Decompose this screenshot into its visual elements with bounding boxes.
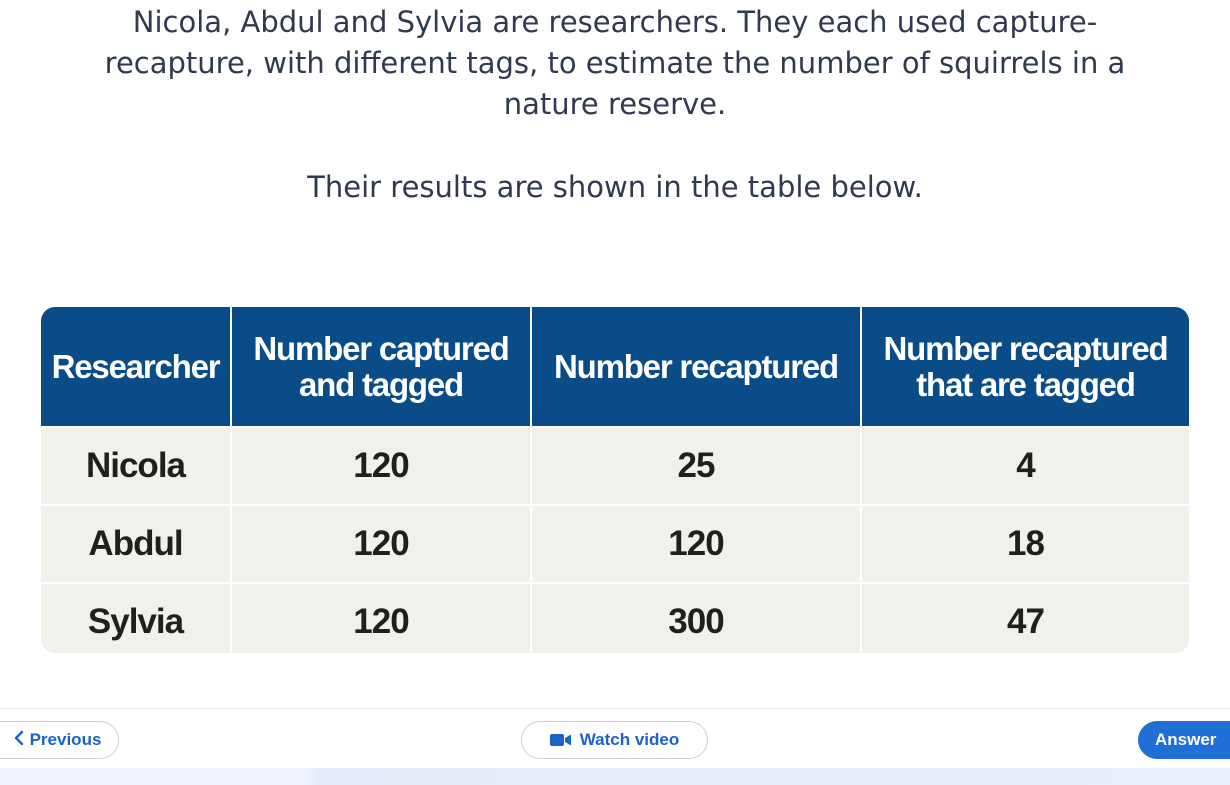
table-row: Sylvia 120 300 47 (41, 582, 1189, 653)
cell-researcher: Abdul (41, 504, 232, 583)
header-researcher: Researcher (41, 307, 232, 427)
header-number-recaptured-tagged: Number recaptured that are tagged (861, 307, 1189, 427)
cell-recaptured-tagged: 47 (861, 582, 1189, 653)
cell-captured-tagged: 120 (231, 582, 532, 653)
cell-captured-tagged: 120 (231, 426, 532, 505)
chevron-left-icon (14, 730, 24, 750)
table-intro-text: Their results are shown in the table bel… (307, 170, 923, 204)
answer-label: Answer (1155, 730, 1217, 749)
previous-button[interactable]: Previous (0, 721, 119, 759)
cell-recaptured: 120 (531, 504, 862, 583)
header-number-recaptured: Number recaptured (531, 307, 862, 427)
cell-recaptured-tagged: 4 (861, 426, 1189, 505)
cell-recaptured: 300 (531, 582, 862, 653)
table-header-row: Researcher Number captured and tagged Nu… (41, 307, 1189, 427)
footer-divider (0, 708, 1230, 709)
footer-shadow (0, 768, 1230, 785)
question-line-3: nature reserve. (503, 87, 727, 121)
results-table-container: Researcher Number captured and tagged Nu… (41, 307, 1189, 653)
table-row: Abdul 120 120 18 (41, 504, 1189, 583)
cell-recaptured: 25 (531, 426, 862, 505)
cell-captured-tagged: 120 (231, 504, 532, 583)
question-line-1: Nicola, Abdul and Sylvia are researchers… (132, 5, 1098, 39)
watch-video-button[interactable]: Watch video (521, 721, 708, 759)
header-number-captured-and-tagged: Number captured and tagged (231, 307, 532, 427)
video-camera-icon (549, 733, 572, 747)
results-table: Researcher Number captured and tagged Nu… (41, 307, 1189, 653)
table-row: Nicola 120 25 4 (41, 426, 1189, 505)
cell-recaptured-tagged: 18 (861, 504, 1189, 583)
question-text: Nicola, Abdul and Sylvia are researchers… (20, 2, 1210, 125)
question-line-2: recapture, with different tags, to estim… (104, 46, 1126, 80)
previous-label: Previous (29, 730, 102, 749)
cell-researcher: Sylvia (41, 582, 232, 653)
watch-video-label: Watch video (579, 730, 680, 749)
cell-researcher: Nicola (41, 426, 232, 505)
answer-button[interactable]: Answer (1138, 721, 1230, 759)
